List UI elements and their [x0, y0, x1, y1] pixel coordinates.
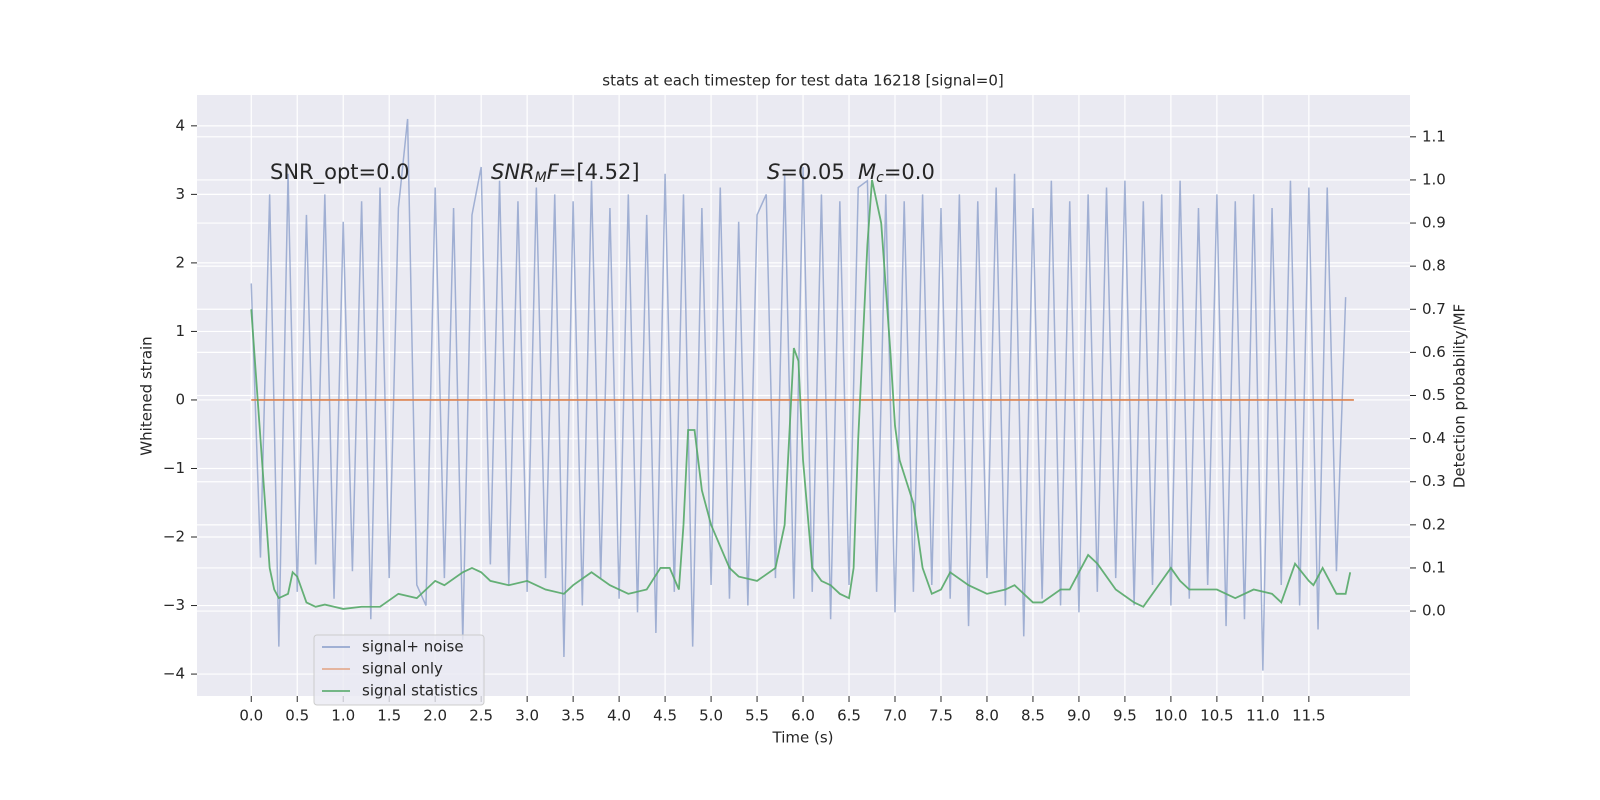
y2-tick-label: 0.6 [1422, 343, 1446, 361]
x-tick-label: 5.0 [699, 707, 723, 725]
y2-tick-label: 0.9 [1422, 214, 1446, 232]
annotation-part: SNR_opt=0.0 [270, 160, 410, 185]
x-tick-label: 3.0 [515, 707, 539, 725]
x-tick-label: 10.5 [1200, 707, 1233, 725]
x-tick-label: 6.5 [837, 707, 861, 725]
annotation-part: F [547, 160, 560, 184]
x-tick-label: 2.0 [423, 707, 447, 725]
y2-tick-label: 1.1 [1422, 127, 1446, 145]
annotation-part: =[4.52] [559, 160, 640, 184]
y2-tick-label: 0.7 [1422, 300, 1446, 318]
axes: 0.0 0.5 1.0 1.5 2.0 2.5 3.0 3.5 4.0 4.5 5.0 5.5 6.0 6… [163, 116, 1446, 724]
series-line [250, 118, 1347, 671]
x-tick-label: 6.0 [791, 707, 815, 725]
x-tick-label: 3.5 [561, 707, 585, 725]
x-axis-label: Time (s) [772, 729, 834, 747]
y-tick-label: 1 [175, 322, 185, 340]
x-tick-label: 11.5 [1292, 707, 1325, 725]
y2-tick-label: 0.5 [1422, 386, 1446, 404]
y-tick-label: 3 [175, 185, 185, 203]
legend-label: signal statistics [362, 682, 478, 700]
x-tick-label: 8.5 [1021, 707, 1045, 725]
x-tick-label: 0.0 [239, 707, 263, 725]
marks [250, 118, 1354, 671]
x-tick-label: 4.0 [607, 707, 631, 725]
chart-title: stats at each timestep for test data 162… [602, 72, 1003, 90]
x-tick-label: 0.5 [285, 707, 309, 725]
y-tick-label: 0 [175, 390, 185, 408]
annotation-part: c [876, 170, 884, 186]
legend-label: signal only [362, 660, 443, 678]
x-tick-label: 5.5 [745, 707, 769, 725]
annotation-part: SNR [491, 160, 535, 184]
annotation-part: M [858, 160, 876, 184]
annotation-part: =0.0 [884, 160, 935, 184]
legend: signal+ noise signal only signal statistic… [313, 634, 485, 706]
x-tick-label: 7.5 [929, 707, 953, 725]
y-tick-label: −4 [163, 665, 185, 683]
annotation: SNR_opt=0.0 [270, 160, 410, 185]
annotation-part: =0.05 [780, 160, 844, 184]
y-tick-label: 4 [175, 116, 185, 134]
y2-tick-label: 0.0 [1422, 602, 1446, 620]
y2-tick-label: 0.2 [1422, 515, 1446, 533]
legend-label: signal+ noise [362, 638, 464, 656]
x-tick-label: 9.0 [1067, 707, 1091, 725]
y2-axis-label: Detection probability/MF [1451, 304, 1469, 488]
x-tick-label: 8.0 [975, 707, 999, 725]
y-tick-label: 2 [175, 253, 185, 271]
y-axis-label: Whitened strain [138, 336, 156, 455]
y2-tick-label: 0.1 [1422, 558, 1446, 576]
y-tick-label: −2 [163, 528, 185, 546]
annotation-part: S [767, 160, 780, 184]
y2-tick-label: 0.8 [1422, 257, 1446, 275]
x-tick-label: 7.0 [883, 707, 907, 725]
y-tick-label: −1 [163, 459, 185, 477]
x-tick-label: 4.5 [653, 707, 677, 725]
annotation-part: M [535, 170, 547, 186]
x-tick-label: 1.5 [377, 707, 401, 725]
x-tick-label: 11.0 [1246, 707, 1279, 725]
series-line [250, 179, 1352, 610]
x-tick-label: 10.0 [1154, 707, 1187, 725]
y2-tick-label: 1.0 [1422, 170, 1446, 188]
annotation: SNRMF=[4.52] [491, 160, 640, 186]
legend-box [313, 634, 485, 706]
y2-tick-label: 0.4 [1422, 429, 1446, 447]
annotation: Mc=0.0 [858, 160, 935, 186]
y-tick-label: −3 [163, 596, 185, 614]
x-tick-label: 1.0 [331, 707, 355, 725]
y2-tick-label: 0.3 [1422, 472, 1446, 490]
x-tick-label: 2.5 [469, 707, 493, 725]
annotation: S=0.05 [767, 160, 845, 184]
x-tick-label: 9.5 [1113, 707, 1137, 725]
